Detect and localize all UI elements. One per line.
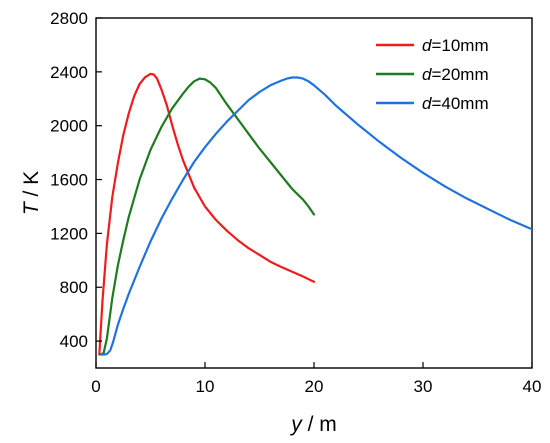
y-tick-label: 2400 [50,63,88,82]
x-tick-label: 20 [305,377,324,396]
series-line-1 [98,72,316,356]
y-tick-label: 1600 [50,171,88,190]
series-line-2 [99,77,316,356]
y-tick-label: 400 [60,332,88,351]
y-axis-variable: T [20,200,43,215]
y-tick-label: 800 [60,278,88,297]
y-tick-label: 1200 [50,224,88,243]
x-axis-unit: / m [302,413,337,436]
x-tick-label: 0 [91,377,100,396]
series-line-3 [100,76,532,356]
y-axis-label: T / K [20,171,43,215]
legend-label-3: d=40mm [422,94,489,113]
legend: d=10mm d=20mm d=40mm [376,36,489,113]
legend-label-2: d=20mm [422,65,489,84]
y-tick-label: 2800 [50,9,88,28]
y-tick-label: 2000 [50,117,88,136]
x-axis-label: y / m [289,413,337,436]
x-tick-label: 10 [196,377,215,396]
x-tick-label: 30 [414,377,433,396]
legend-label-1: d=10mm [422,36,489,55]
x-axis-variable: y [289,413,303,436]
y-axis-unit: / K [20,171,43,203]
x-tick-label: 40 [523,377,542,396]
